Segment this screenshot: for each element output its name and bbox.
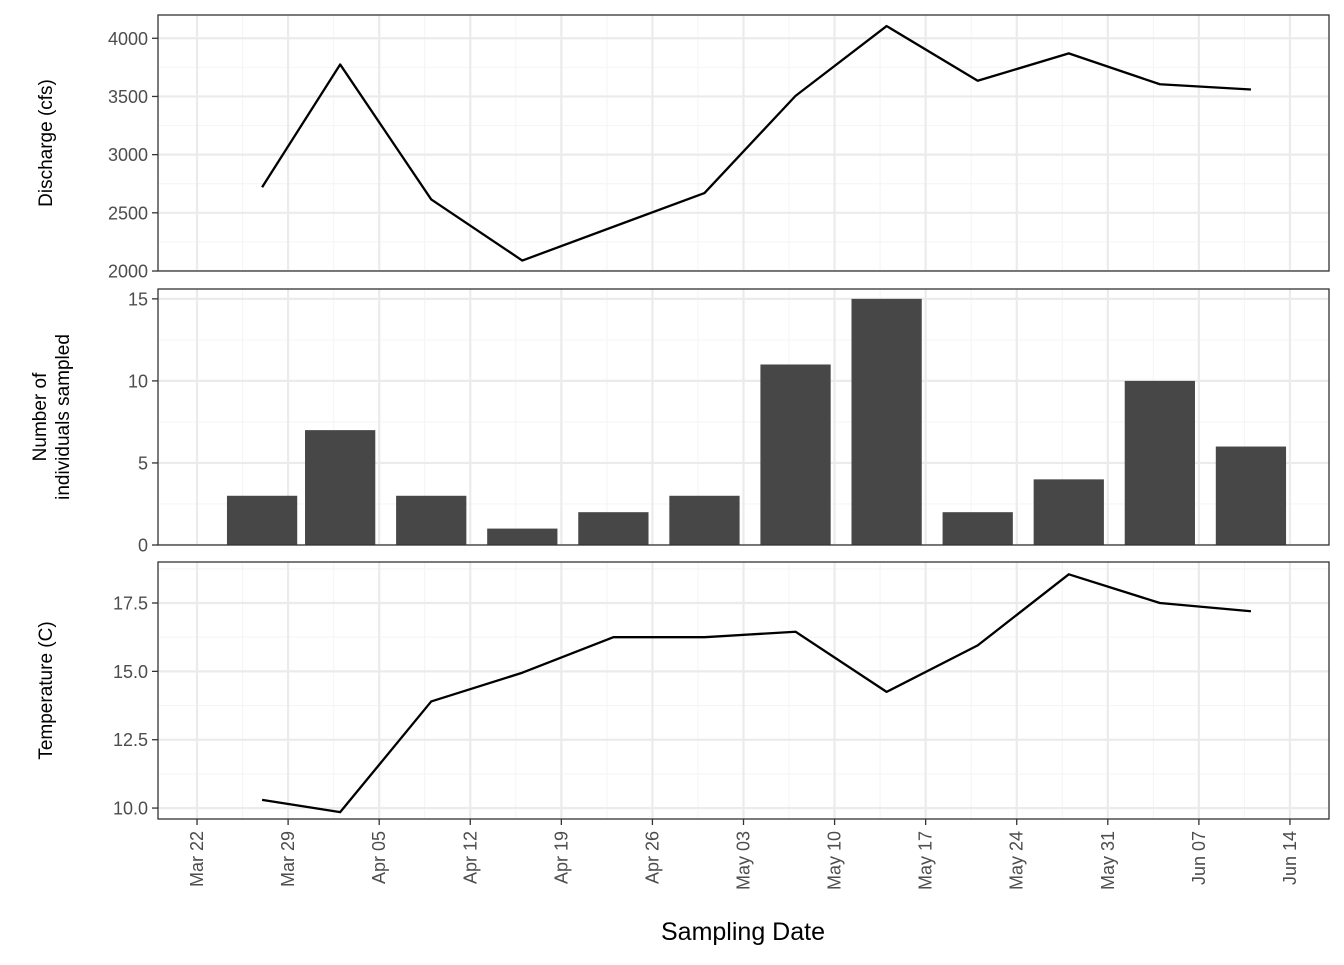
y-tick-label: 10.0 [113,799,148,819]
y-tick-label: 15.0 [113,662,148,682]
y-tick-label: 4000 [108,29,148,49]
y-tick-label: 17.5 [113,594,148,614]
bar [305,430,376,545]
bar [226,495,298,545]
y-axis-title: Number of individuals sampled [30,334,74,500]
x-tick-label: Mar 29 [278,831,298,887]
x-tick-label: May 03 [734,831,754,890]
bar [578,512,649,545]
y-tick-label: 2000 [108,262,148,282]
series-line [261,573,1252,814]
x-tick-label: May 10 [825,831,845,890]
x-tick-label: Jun 14 [1280,831,1300,885]
y-tick-label: 3000 [108,145,148,165]
bar [760,364,831,545]
x-tick-label: May 31 [1098,831,1118,890]
x-tick-label: Apr 05 [369,831,389,884]
y-tick-label: 12.5 [113,730,148,750]
y-axis-title-line: individuals sampled [53,334,74,500]
x-axis-title: Sampling Date [661,918,825,946]
y-axis-title: Discharge (cfs) [36,79,57,207]
y-tick-label: 15 [128,289,148,309]
panel-3-grid [158,562,1329,819]
x-tick-label: Apr 26 [642,831,662,884]
panel-border [157,14,1330,272]
bar [396,495,467,545]
x-tick-label: Apr 12 [460,831,480,884]
panel-border [157,288,1330,546]
bar [487,528,558,545]
series-line [261,24,1251,262]
bar [1033,479,1104,545]
y-tick-label: 5 [138,453,148,473]
y-axis-title-line: Number of [30,372,51,461]
x-tick-label: Jun 07 [1189,831,1209,885]
panel-1: 2000 2500 3000 3500 4000 Discharge (cfs) [36,14,1330,282]
y-tick-label: 3500 [108,87,148,107]
x-tick-label: Mar 22 [187,831,207,887]
bar [1215,446,1287,545]
x-tick-label: Apr 19 [551,831,571,884]
bar [851,298,922,545]
y-axis-title: Temperature (C) [36,621,57,759]
panel-2-marks [226,298,1287,545]
x-tick-label: May 17 [916,831,936,890]
y-tick-label: 2500 [108,203,148,223]
y-tick-label: 10 [128,371,148,391]
y-tick-label: 0 [138,536,148,556]
bar [1124,380,1195,545]
panel-3-marks [261,573,1252,814]
panel-3: 10.0 12.5 15.0 17.5 Temperature (C) Mar 22 Mar… [36,561,1330,890]
panel-2: 0 5 10 15 Number of individuals sampled [30,288,1330,556]
panel-1-marks [261,24,1251,262]
panels-layer: 2000 2500 3000 3500 4000 Discharge (cfs) 0 5 10 1… [30,14,1330,890]
bar [669,495,740,545]
bar [942,512,1013,545]
panel-1-grid [158,15,1329,271]
x-tick-label: May 24 [1007,831,1027,890]
